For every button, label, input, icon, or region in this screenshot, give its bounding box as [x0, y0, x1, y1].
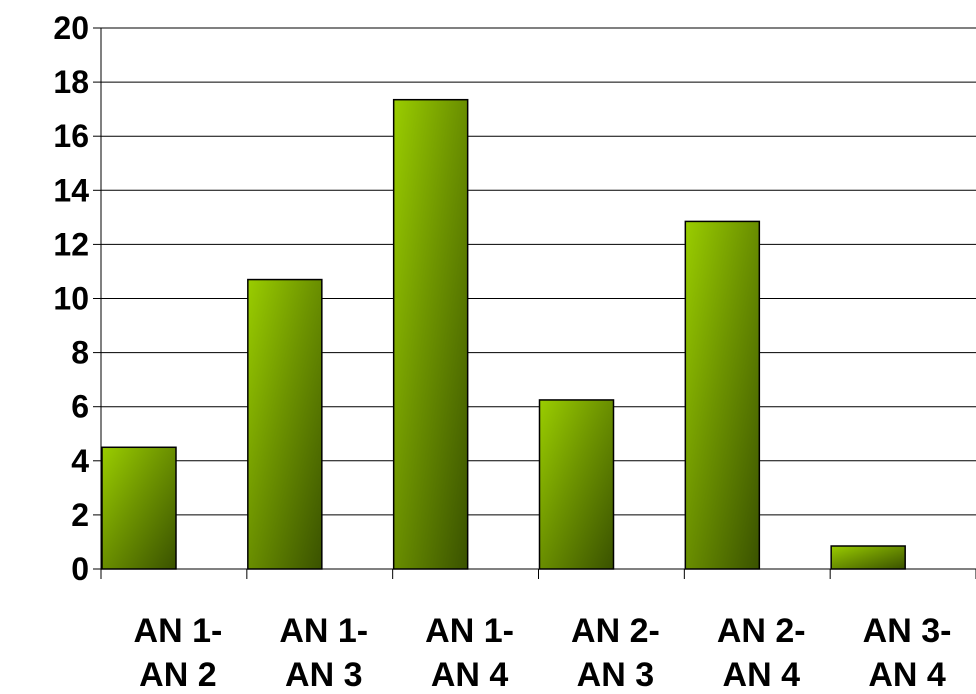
y-tick-label: 14 — [53, 172, 89, 208]
x-category-label: AN 2 — [139, 656, 216, 694]
y-tick-label: 2 — [71, 497, 89, 533]
x-category-label: AN 4 — [868, 656, 946, 694]
bar-2 — [247, 278, 323, 570]
y-tick-label: 16 — [53, 118, 89, 154]
y-tick-label: 12 — [53, 226, 89, 262]
x-category-label: AN 2- — [571, 612, 660, 650]
axes — [93, 27, 976, 579]
bar-6 — [830, 545, 906, 570]
x-category-label: AN 2- — [717, 612, 806, 650]
gridlines — [101, 27, 976, 516]
y-tick-label: 0 — [71, 551, 89, 587]
y-tick-label: 8 — [71, 335, 89, 371]
y-tick-label: 4 — [71, 443, 89, 479]
x-category-label: AN 4 — [723, 656, 801, 694]
y-tick-label: 18 — [53, 64, 89, 100]
x-category-label: AN 1- — [425, 612, 514, 650]
y-tick-labels: 0 2 4 6 8 10 12 14 16 18 20 — [53, 10, 89, 587]
x-category-label: AN 4 — [431, 656, 509, 694]
x-category-label: AN 1- — [134, 612, 223, 650]
y-tick-label: 10 — [53, 281, 89, 317]
y-tick-label: 6 — [71, 389, 89, 425]
y-tick-label: 20 — [53, 10, 89, 46]
bars — [101, 98, 906, 570]
bar-4 — [538, 399, 615, 570]
x-category-labels: AN 1- AN 2 AN 1- AN 3 AN 1- AN 4 AN 2- AN 3 AN 2… — [134, 612, 952, 694]
x-category-label: AN 3 — [285, 656, 362, 694]
bar-1 — [101, 446, 177, 570]
x-category-label: AN 3 — [577, 656, 654, 694]
x-category-label: AN 1- — [279, 612, 368, 650]
bar-3 — [392, 98, 469, 570]
x-category-label: AN 3- — [863, 612, 952, 650]
bar-5 — [684, 220, 761, 570]
